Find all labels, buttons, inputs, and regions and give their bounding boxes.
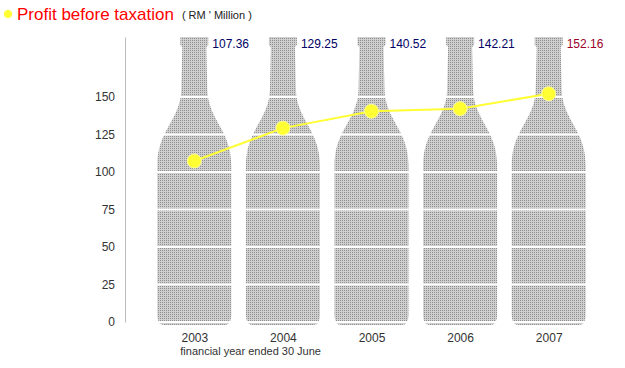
y-tick: 50 [102, 240, 125, 254]
y-axis: 0 25 50 75 100 125 150 [95, 38, 126, 330]
grid-line [125, 321, 625, 323]
x-tick-label: 2006 [447, 331, 474, 345]
y-tick: 150 [95, 90, 125, 104]
data-point [453, 102, 467, 116]
y-tick-label: 100 [95, 165, 115, 179]
y-axis-line [125, 38, 126, 323]
x-tick-label: 2005 [359, 331, 386, 345]
bottle [157, 37, 231, 325]
x-axis-line [151, 327, 594, 328]
y-tick: 100 [95, 165, 125, 179]
data-label: 129.25 [301, 37, 338, 51]
y-tick-label: 150 [95, 90, 115, 104]
data-labels: 107.36 129.25 140.52 142.21 152.16 [212, 37, 603, 51]
title-bullet [4, 10, 12, 18]
grid-line [125, 171, 625, 173]
y-tick: 125 [95, 128, 125, 142]
bottle [423, 37, 497, 325]
x-axis: 2003 2004 2005 2006 2007 [151, 327, 594, 345]
data-point [365, 104, 379, 118]
x-tick: 2003 [181, 327, 208, 345]
grid-line [125, 246, 625, 248]
x-tick: 2004 [270, 327, 297, 345]
bottle [246, 37, 320, 325]
x-tick: 2006 [447, 327, 474, 345]
y-tick-label: 0 [108, 315, 115, 329]
subtitle: ( RM ' Million ) [182, 9, 252, 21]
grid [125, 97, 625, 322]
data-label: 140.52 [390, 37, 427, 51]
y-tick-label: 50 [102, 240, 116, 254]
x-tick: 2007 [536, 327, 563, 345]
bottle [512, 37, 586, 325]
x-tick-label: 2007 [536, 331, 563, 345]
data-label: 152.16 [567, 37, 604, 51]
grid-line [125, 134, 625, 136]
data-label: 142.21 [478, 37, 515, 51]
data-label: 107.36 [212, 37, 249, 51]
y-tick-label: 125 [95, 128, 115, 142]
grid-line [125, 209, 625, 211]
title: Profit before taxation [17, 5, 174, 24]
bottle [335, 37, 409, 325]
chart: Profit before taxation ( RM ' Million ) 0 2… [0, 0, 625, 368]
data-point [276, 121, 290, 135]
x-tick: 2005 [359, 327, 386, 345]
x-axis-label: financial year ended 30 June [180, 345, 321, 357]
y-tick-label: 75 [102, 203, 116, 217]
data-point [542, 87, 556, 101]
y-tick: 25 [102, 278, 125, 292]
x-tick-label: 2003 [181, 331, 208, 345]
y-tick: 75 [102, 203, 125, 217]
data-line [194, 94, 548, 161]
y-tick-label: 25 [102, 278, 116, 292]
data-point [187, 154, 201, 168]
plot-area [187, 87, 555, 168]
x-tick-label: 2004 [270, 331, 297, 345]
y-tick: 0 [108, 315, 125, 329]
grid-line [125, 284, 625, 286]
bottles [157, 37, 585, 325]
